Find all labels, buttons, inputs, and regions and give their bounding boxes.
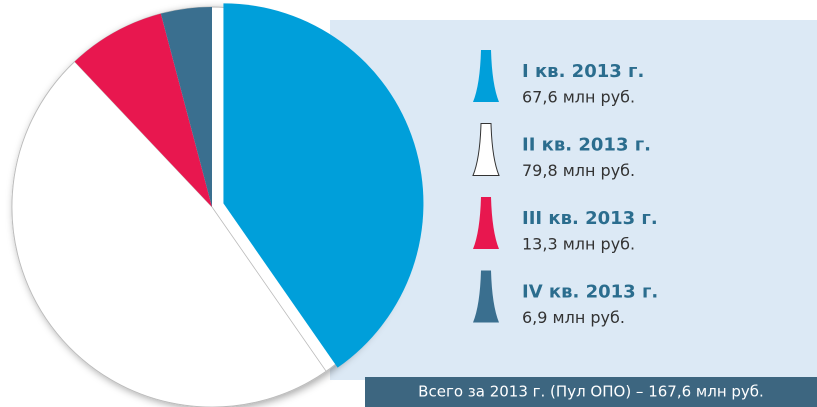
legend-value: 6,9 млн руб. [522,308,625,327]
legend-label: III кв. 2013 г. [522,208,658,229]
pie [11,3,424,407]
legend-value: 79,8 млн руб. [522,161,635,180]
legend-swatch [473,50,499,102]
legend-value: 67,6 млн руб. [522,88,635,107]
pie-slice [160,7,212,207]
total-text: Всего за 2013 г. (Пул ОПО) – 167,6 млн р… [418,383,764,401]
legend-label: IV кв. 2013 г. [522,282,658,303]
legend-swatch [473,197,499,249]
legend-label: I кв. 2013 г. [522,61,644,82]
total-bar [365,377,817,407]
legend-label: II кв. 2013 г. [522,135,651,156]
pie-slice [74,13,212,207]
legend-swatch [472,123,500,176]
legend: I кв. 2013 г. 67,6 млн руб. II кв. 2013 г.… [472,50,658,327]
pie-slice [223,3,424,368]
legend-swatch [473,270,499,323]
legend-value: 13,3 млн руб. [522,235,635,254]
pie-slice [11,61,327,407]
